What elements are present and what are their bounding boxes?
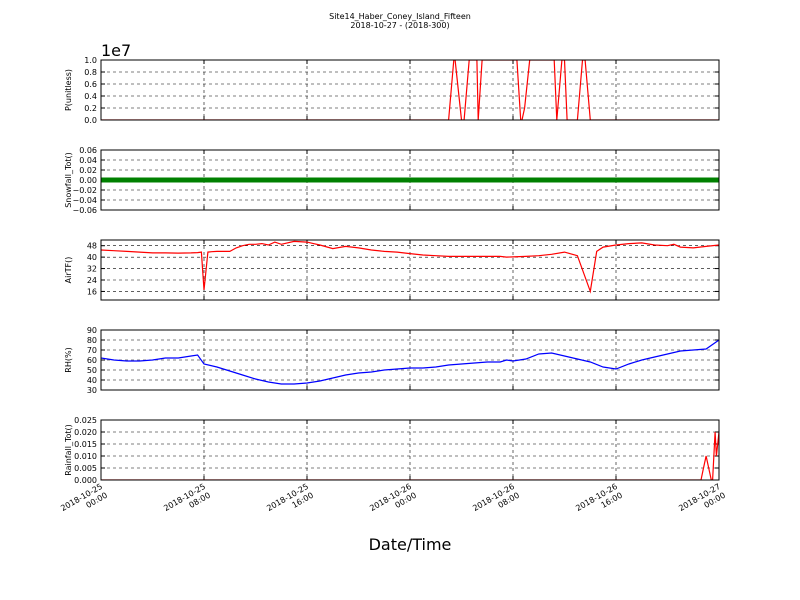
series-line-3 — [101, 240, 719, 294]
xtick-label-3: 2018-10-2600:00 — [368, 482, 418, 522]
ytick-label-2-5: 0.04 — [79, 156, 97, 165]
ytick-label-1-5: 1.0 — [84, 56, 97, 65]
figure-title-line2: 2018-10-27 - (2018-300) — [350, 21, 449, 30]
figure-title-line1: Site14_Haber_Coney_Island_Fifteen — [329, 12, 471, 21]
y-axis-label-2: Snowfall_Tot() — [64, 152, 73, 208]
ytick-label-4-1: 40 — [87, 376, 97, 385]
ytick-label-5-0: 0.000 — [74, 476, 97, 485]
ytick-label-4-0: 30 — [87, 386, 97, 395]
ytick-label-5-5: 0.025 — [74, 416, 97, 425]
panel-5: 0.000 0.005 0.010 0.015 0.020 0.025Rainfall_T… — [64, 416, 720, 485]
xtick-label-5: 2018-10-2616:00 — [574, 482, 624, 522]
x-axis-label: Date/Time — [369, 535, 452, 554]
ytick-label-2-0: −0.06 — [72, 206, 97, 215]
panel-2: −0.06−0.04−0.020.000.020.040.06 Snowfall_… — [64, 146, 720, 215]
series-line-4 — [101, 339, 719, 385]
ytick-label-2-2: −0.02 — [72, 186, 97, 195]
ytick-label-5-2: 0.010 — [74, 452, 97, 461]
axes-frame-2 — [100, 149, 720, 211]
ytick-label-1-4: 0.8 — [84, 68, 97, 77]
axes-frame-4 — [100, 329, 720, 391]
ytick-label-4-4: 70 — [87, 346, 97, 355]
ytick-label-3-0: 16 — [87, 287, 97, 296]
ytick-label-2-1: −0.04 — [72, 196, 97, 205]
y-axis-label-5: Rainfall_Tot() — [64, 424, 73, 476]
ytick-label-4-5: 80 — [87, 336, 97, 345]
xtick-label-0: 2018-10-2500:00 — [59, 482, 109, 522]
ytick-label-2-3: 0.00 — [79, 176, 97, 185]
xtick-label-4: 2018-10-2608:00 — [471, 482, 521, 522]
y-axis-label-1: P(unitless) — [64, 69, 73, 111]
y-axis-label-3: AirTF() — [64, 257, 73, 284]
panel-3: 16 24 32 40 48 AirTF() — [64, 239, 720, 301]
axes-frame-5 — [100, 419, 720, 481]
ytick-label-1-2: 0.4 — [84, 92, 97, 101]
y-axis-label-4: RH(%) — [64, 347, 73, 372]
ytick-label-3-4: 48 — [87, 242, 97, 251]
axes-frame-1 — [100, 59, 720, 121]
x-tick-labels: 2018-10-2500:00 2018-10-2508:00 2018-10-25… — [59, 482, 727, 522]
xtick-label-6: 2018-10-2700:00 — [677, 482, 727, 522]
ytick-label-2-6: 0.06 — [79, 146, 97, 155]
ytick-label-3-3: 40 — [87, 253, 97, 262]
y-offset-label-1: 1e7 — [101, 41, 131, 60]
ytick-label-4-2: 50 — [87, 366, 97, 375]
ytick-label-5-1: 0.005 — [74, 464, 97, 473]
ytick-label-3-2: 32 — [87, 265, 97, 274]
ytick-label-1-3: 0.6 — [84, 80, 97, 89]
panels: 0.00.20.40.60.81.0P(unitless)1e7−0.06−0.… — [64, 41, 720, 485]
axes-frame-3 — [100, 239, 720, 301]
xtick-label-1: 2018-10-2508:00 — [162, 482, 212, 522]
ytick-label-5-3: 0.015 — [74, 440, 97, 449]
ytick-label-4-6: 90 — [87, 326, 97, 335]
ytick-label-2-4: 0.02 — [79, 166, 97, 175]
ytick-label-4-3: 60 — [87, 356, 97, 365]
ytick-label-1-1: 0.2 — [84, 104, 97, 113]
ytick-label-1-0: 0.0 — [84, 116, 97, 125]
xtick-label-2: 2018-10-2516:00 — [265, 482, 315, 522]
ytick-label-5-4: 0.020 — [74, 428, 97, 437]
panel-1: 0.0 0.2 0.4 0.6 0.8 1.0 P(unitless) 1e7 — [64, 41, 720, 125]
series-line-5 — [101, 431, 719, 480]
ytick-label-3-1: 24 — [87, 276, 97, 285]
